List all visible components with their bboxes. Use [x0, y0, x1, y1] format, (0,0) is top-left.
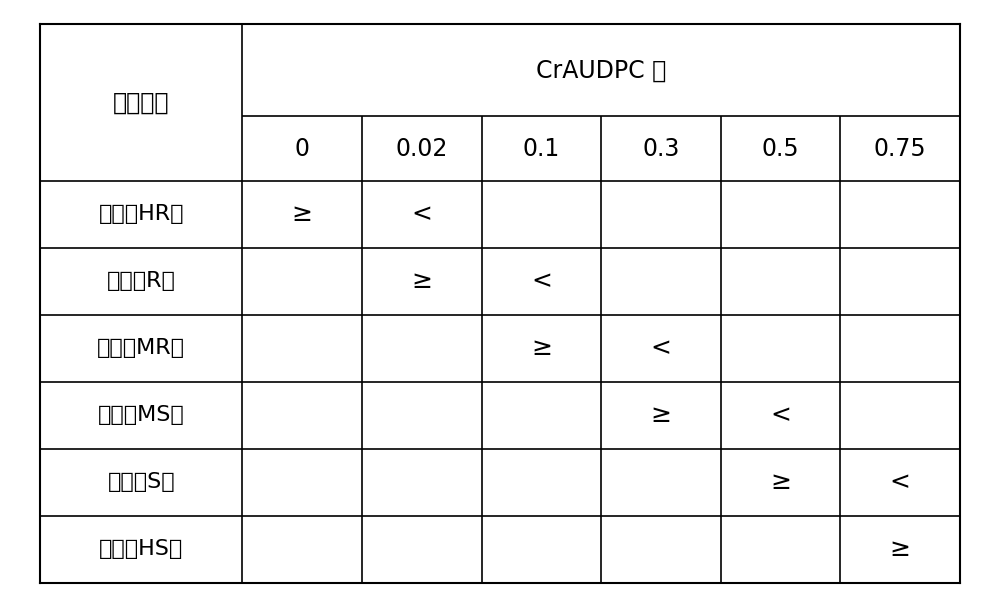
Text: 感病（S）: 感病（S）	[107, 472, 175, 492]
Text: 中抗（MR）: 中抗（MR）	[97, 338, 185, 358]
Text: 0.5: 0.5	[762, 137, 799, 160]
Text: 0.75: 0.75	[874, 137, 927, 160]
Text: 抗病（R）: 抗病（R）	[107, 271, 176, 291]
Text: <: <	[531, 269, 552, 293]
Text: CrAUDPC 值: CrAUDPC 值	[536, 58, 666, 83]
Text: 0.3: 0.3	[642, 137, 680, 160]
Text: 0.1: 0.1	[523, 137, 560, 160]
Text: 高抗（HR）: 高抗（HR）	[98, 204, 184, 224]
Text: ≥: ≥	[292, 202, 313, 226]
Text: 高感（HS）: 高感（HS）	[99, 539, 183, 559]
Text: ≥: ≥	[531, 336, 552, 360]
Text: ≥: ≥	[411, 269, 432, 293]
Text: <: <	[890, 470, 911, 494]
Text: ≥: ≥	[890, 537, 911, 561]
Text: ≥: ≥	[650, 403, 671, 427]
Text: <: <	[651, 336, 671, 360]
Text: 0.02: 0.02	[396, 137, 448, 160]
Text: <: <	[770, 403, 791, 427]
Text: <: <	[411, 202, 432, 226]
Text: 抗感类型: 抗感类型	[113, 90, 169, 115]
Text: 中感（MS）: 中感（MS）	[98, 405, 185, 425]
Text: ≥: ≥	[770, 470, 791, 494]
Text: 0: 0	[295, 137, 310, 160]
